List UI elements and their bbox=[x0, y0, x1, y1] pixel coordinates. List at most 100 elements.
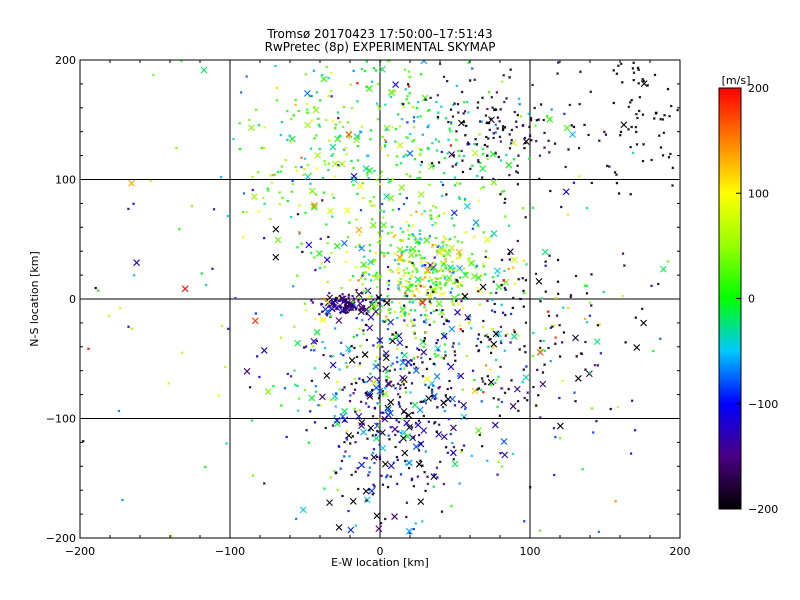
data-point bbox=[440, 399, 448, 407]
data-point bbox=[535, 277, 543, 285]
data-point bbox=[402, 358, 405, 362]
data-point bbox=[356, 431, 360, 435]
data-point bbox=[330, 251, 333, 255]
data-point bbox=[354, 440, 357, 444]
data-point bbox=[379, 309, 382, 313]
data-point bbox=[635, 112, 638, 116]
data-point bbox=[518, 102, 521, 106]
data-point bbox=[475, 274, 482, 282]
data-point bbox=[494, 152, 498, 155]
data-point bbox=[453, 176, 457, 179]
data-point bbox=[534, 272, 538, 276]
data-point bbox=[377, 231, 381, 235]
data-point bbox=[521, 206, 525, 210]
data-point bbox=[358, 244, 366, 252]
data-point bbox=[475, 344, 478, 348]
data-point bbox=[289, 117, 293, 121]
data-point bbox=[410, 284, 414, 287]
data-point bbox=[407, 312, 411, 316]
data-point bbox=[499, 339, 503, 343]
data-point bbox=[370, 80, 374, 84]
data-point bbox=[585, 292, 589, 295]
data-point bbox=[457, 196, 461, 199]
data-point bbox=[343, 440, 346, 444]
data-point bbox=[396, 280, 400, 283]
data-point bbox=[534, 139, 538, 143]
data-point bbox=[517, 97, 521, 101]
data-point bbox=[302, 167, 306, 171]
data-point bbox=[501, 127, 505, 130]
data-point bbox=[552, 426, 556, 430]
data-point bbox=[496, 274, 500, 277]
y-tick-label: 200 bbox=[55, 54, 76, 67]
data-point bbox=[248, 124, 255, 132]
data-point bbox=[375, 178, 379, 182]
data-point bbox=[487, 378, 495, 386]
data-point bbox=[318, 125, 322, 128]
data-point bbox=[457, 400, 461, 403]
data-point bbox=[286, 138, 289, 142]
data-point bbox=[662, 131, 666, 135]
data-point bbox=[251, 317, 259, 325]
data-point bbox=[475, 142, 479, 146]
data-point bbox=[449, 121, 453, 124]
data-point bbox=[280, 120, 284, 124]
data-point bbox=[374, 251, 378, 255]
data-point bbox=[406, 150, 414, 157]
data-point bbox=[373, 512, 381, 520]
data-point bbox=[579, 70, 582, 74]
data-point bbox=[482, 265, 486, 268]
data-point bbox=[337, 296, 341, 300]
data-point bbox=[408, 300, 412, 304]
data-point bbox=[422, 320, 426, 324]
data-point bbox=[440, 194, 444, 198]
data-point bbox=[501, 451, 509, 459]
data-point bbox=[492, 330, 500, 338]
data-point bbox=[291, 179, 294, 183]
data-point bbox=[440, 261, 444, 265]
data-point bbox=[642, 79, 646, 83]
data-point bbox=[375, 102, 379, 105]
data-point bbox=[306, 163, 310, 167]
data-point bbox=[500, 400, 504, 404]
data-point bbox=[654, 112, 658, 115]
data-point bbox=[436, 249, 443, 256]
data-point bbox=[326, 280, 329, 284]
data-point bbox=[307, 441, 311, 445]
data-point bbox=[308, 394, 316, 402]
data-point bbox=[462, 444, 466, 447]
data-point bbox=[436, 277, 439, 281]
data-point bbox=[417, 348, 421, 352]
data-point bbox=[288, 134, 292, 137]
data-point bbox=[438, 308, 446, 316]
data-point bbox=[453, 353, 457, 357]
data-point bbox=[546, 310, 550, 313]
data-point bbox=[130, 327, 134, 331]
data-point bbox=[338, 388, 342, 391]
data-point bbox=[562, 188, 570, 196]
data-point bbox=[443, 260, 447, 264]
data-point bbox=[399, 277, 403, 281]
data-point bbox=[529, 118, 533, 122]
data-point bbox=[435, 216, 439, 219]
data-point bbox=[500, 465, 504, 468]
data-point bbox=[407, 237, 410, 241]
data-point bbox=[512, 328, 516, 332]
data-point bbox=[421, 94, 429, 102]
data-point bbox=[441, 405, 445, 409]
data-point bbox=[402, 304, 406, 307]
data-point bbox=[377, 82, 380, 86]
data-point bbox=[424, 318, 428, 322]
data-point bbox=[375, 455, 379, 459]
data-point bbox=[317, 403, 320, 407]
data-point bbox=[350, 473, 354, 477]
data-point bbox=[254, 108, 258, 112]
data-point bbox=[379, 521, 383, 525]
data-point bbox=[266, 187, 270, 191]
data-point bbox=[451, 115, 455, 118]
data-point bbox=[423, 256, 426, 260]
data-point bbox=[640, 307, 644, 311]
data-point bbox=[343, 386, 346, 389]
data-point bbox=[258, 375, 261, 379]
data-point bbox=[516, 164, 519, 168]
